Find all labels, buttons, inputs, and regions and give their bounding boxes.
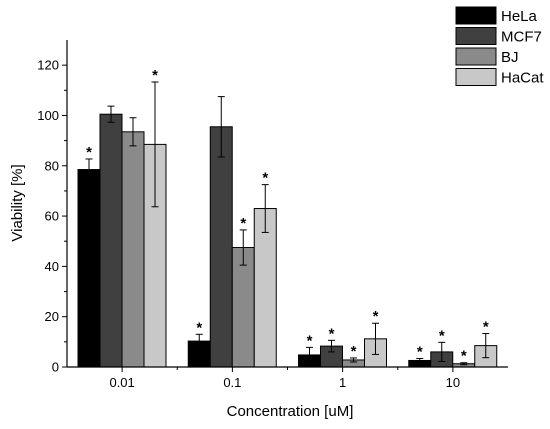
legend-swatch-bj: [455, 47, 497, 66]
legend-label-hela: HeLa: [501, 8, 538, 25]
legend-label-hacat: HaCat: [501, 70, 544, 87]
error-bars-layer: [85, 81, 490, 366]
x-axis-title: Concentration [uM]: [227, 403, 354, 420]
legend: HeLa MCF7 BJ HaCat: [455, 6, 544, 87]
bar-mcf7-0.1: [209, 126, 233, 368]
bars-layer: [77, 113, 498, 368]
significance-layer: * * * * * * * * * * * * *: [86, 67, 489, 365]
significance-marker: *: [196, 319, 202, 336]
significance-marker: *: [351, 343, 357, 360]
bar-hela-0.01: [77, 169, 101, 368]
legend-swatch-hela: [455, 6, 497, 25]
significance-marker: *: [240, 215, 246, 232]
significance-marker: *: [329, 325, 335, 342]
legend-swatch-mcf7: [455, 27, 497, 45]
y-tick-label: 20: [45, 309, 59, 324]
y-tick-label: 100: [37, 108, 59, 123]
y-tick-label: 0: [52, 360, 59, 375]
y-tick-label: 60: [45, 209, 59, 224]
y-tick-label: 40: [45, 259, 59, 274]
bar-bj-0.01: [121, 131, 145, 368]
significance-marker: *: [461, 348, 467, 365]
y-axis-title: Viability [%]: [9, 164, 26, 241]
significance-marker: *: [262, 170, 268, 187]
significance-marker: *: [307, 332, 313, 349]
legend-swatch-hacat: [455, 68, 497, 86]
significance-marker: *: [417, 343, 423, 360]
x-tick-label: 0.01: [109, 375, 134, 390]
significance-marker: *: [86, 144, 92, 161]
significance-marker: *: [439, 327, 445, 344]
significance-marker: *: [483, 319, 489, 336]
legend-label-bj: BJ: [501, 49, 519, 66]
x-tick-label: 1: [339, 375, 346, 390]
axes-layer: 0 20 40 60 80 100 120 0.01 0.1 1 10: [37, 40, 508, 390]
bar-mcf7-0.01: [99, 113, 123, 368]
significance-marker: *: [152, 67, 158, 84]
x-tick-label: 10: [446, 375, 460, 390]
y-tick-label: 80: [45, 158, 59, 173]
significance-marker: *: [373, 308, 379, 325]
y-tick-label: 120: [37, 58, 59, 73]
legend-label-mcf7: MCF7: [501, 29, 542, 46]
x-tick-label: 0.1: [223, 375, 241, 390]
